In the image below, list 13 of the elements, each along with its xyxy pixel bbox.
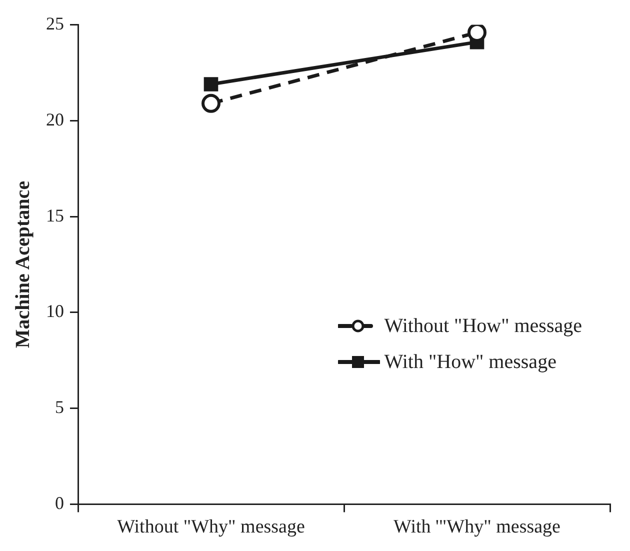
y-tick-label: 10: [46, 301, 64, 322]
legend-label: Without "How" message: [384, 314, 582, 338]
y-tick-label: 0: [55, 492, 64, 513]
y-tick-label: 5: [55, 397, 64, 418]
y-axis-title: Machine Aceptance: [12, 180, 34, 348]
legend-label: With "How" message: [384, 350, 556, 374]
x-tick-label: Without "Why" message: [117, 516, 305, 538]
point: [202, 94, 220, 113]
y-tick-label: 15: [46, 205, 64, 226]
y-tick-label: 25: [46, 14, 64, 34]
point: [204, 77, 218, 92]
x-tick-label: With '"Why" message: [394, 516, 560, 538]
y-tick-label: 20: [46, 109, 64, 130]
